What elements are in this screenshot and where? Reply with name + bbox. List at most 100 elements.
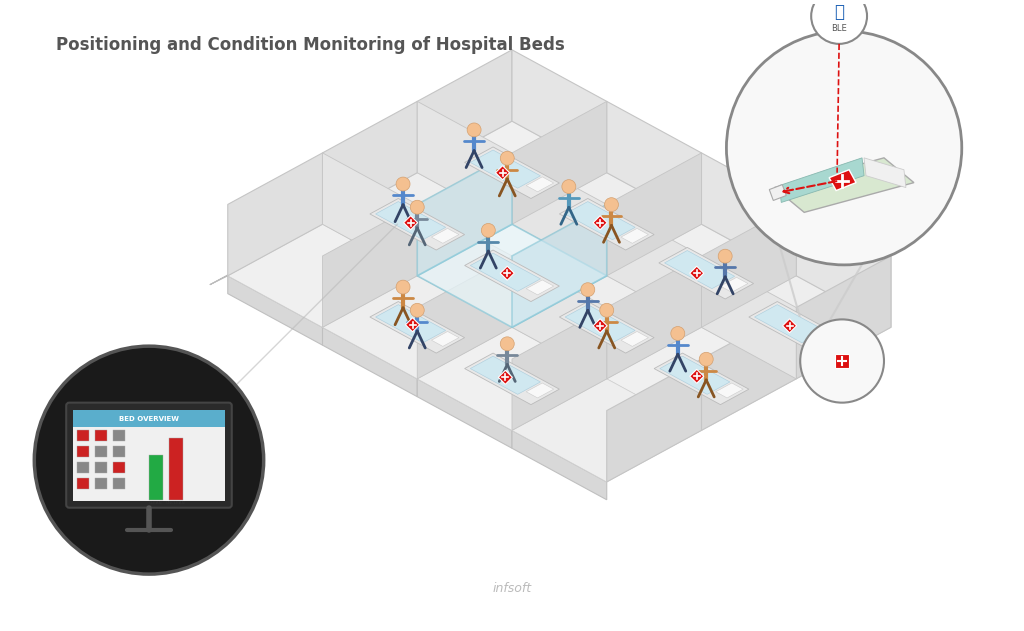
Polygon shape <box>701 307 797 430</box>
Circle shape <box>726 31 962 265</box>
Bar <box>77 430 89 441</box>
Polygon shape <box>370 199 465 250</box>
Polygon shape <box>323 204 417 327</box>
Polygon shape <box>779 158 864 203</box>
Polygon shape <box>797 204 891 327</box>
Circle shape <box>718 249 732 263</box>
Text: BED OVERVIEW: BED OVERVIEW <box>119 415 179 422</box>
Circle shape <box>581 283 595 297</box>
Polygon shape <box>559 199 654 250</box>
Bar <box>836 354 849 368</box>
Circle shape <box>600 304 613 317</box>
Polygon shape <box>512 430 607 500</box>
Bar <box>690 266 703 280</box>
Polygon shape <box>721 278 748 292</box>
Circle shape <box>501 151 514 165</box>
Polygon shape <box>654 353 749 404</box>
Bar <box>782 319 797 333</box>
Bar <box>148 455 163 500</box>
Polygon shape <box>607 256 701 379</box>
Polygon shape <box>465 147 559 199</box>
Polygon shape <box>417 121 607 224</box>
Polygon shape <box>512 307 607 430</box>
Polygon shape <box>417 224 607 327</box>
Text: Positioning and Condition Monitoring of Hospital Beds: Positioning and Condition Monitoring of … <box>56 36 565 54</box>
Polygon shape <box>431 228 459 244</box>
Polygon shape <box>512 153 607 276</box>
Text: infsoft: infsoft <box>493 582 531 596</box>
Bar <box>73 410 225 427</box>
Circle shape <box>800 319 884 403</box>
Polygon shape <box>210 224 323 285</box>
Bar <box>403 216 418 230</box>
Bar <box>77 446 89 457</box>
Polygon shape <box>621 228 648 244</box>
Polygon shape <box>607 102 701 224</box>
Polygon shape <box>607 153 701 276</box>
Polygon shape <box>864 158 906 187</box>
Bar <box>77 478 89 489</box>
Circle shape <box>699 352 713 366</box>
Polygon shape <box>658 247 754 299</box>
Text: CLEAN: CLEAN <box>150 501 163 505</box>
Polygon shape <box>304 173 417 233</box>
Polygon shape <box>417 224 607 327</box>
Polygon shape <box>323 153 417 276</box>
Circle shape <box>604 198 618 211</box>
Polygon shape <box>417 256 512 379</box>
Polygon shape <box>512 102 607 224</box>
Polygon shape <box>323 102 417 224</box>
Polygon shape <box>701 153 797 276</box>
Bar <box>73 427 225 501</box>
Bar <box>406 318 420 332</box>
Polygon shape <box>665 251 734 288</box>
Polygon shape <box>465 353 559 404</box>
Bar <box>95 446 108 457</box>
Bar <box>113 430 125 441</box>
Polygon shape <box>810 331 838 346</box>
Polygon shape <box>227 276 323 345</box>
Polygon shape <box>431 331 459 346</box>
Circle shape <box>396 177 410 191</box>
Polygon shape <box>559 302 654 353</box>
Polygon shape <box>716 383 743 398</box>
Polygon shape <box>323 276 512 379</box>
Polygon shape <box>512 50 607 173</box>
Polygon shape <box>512 379 701 482</box>
Bar <box>95 462 108 473</box>
Bar <box>499 370 512 384</box>
Polygon shape <box>512 173 701 276</box>
Bar <box>593 216 607 230</box>
Bar <box>113 478 125 489</box>
Polygon shape <box>227 224 417 327</box>
Polygon shape <box>659 356 730 394</box>
Polygon shape <box>774 158 913 213</box>
Polygon shape <box>470 150 541 188</box>
Polygon shape <box>701 276 891 379</box>
Circle shape <box>467 123 481 137</box>
Polygon shape <box>512 256 607 379</box>
Polygon shape <box>621 331 648 346</box>
Circle shape <box>671 326 685 340</box>
Circle shape <box>411 304 424 317</box>
Polygon shape <box>607 327 797 430</box>
Polygon shape <box>512 204 607 327</box>
Polygon shape <box>465 250 559 302</box>
Polygon shape <box>607 359 701 482</box>
Circle shape <box>481 223 496 237</box>
Polygon shape <box>512 276 701 379</box>
Polygon shape <box>565 201 635 240</box>
Polygon shape <box>512 204 607 327</box>
Circle shape <box>811 0 867 44</box>
Bar <box>496 166 510 180</box>
Bar <box>169 439 183 500</box>
Polygon shape <box>829 170 856 191</box>
Polygon shape <box>323 327 417 397</box>
Bar <box>77 462 89 473</box>
Circle shape <box>34 346 263 574</box>
Bar <box>95 430 108 441</box>
Text: UNCLEAN: UNCLEAN <box>166 501 185 505</box>
Polygon shape <box>417 204 512 327</box>
Bar <box>500 266 514 280</box>
Polygon shape <box>227 153 323 276</box>
